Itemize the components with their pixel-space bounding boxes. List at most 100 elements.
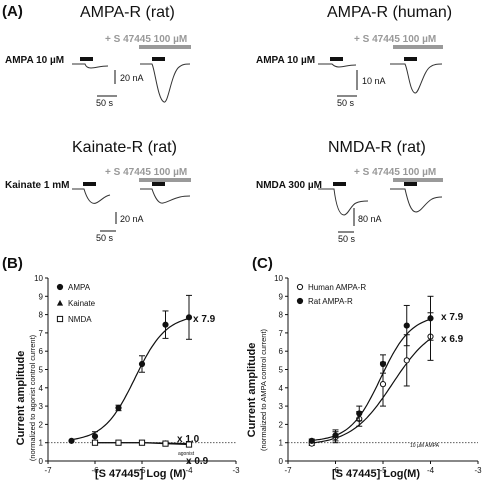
agonist-bar bbox=[83, 182, 96, 186]
data-point bbox=[296, 297, 304, 305]
y-tick-label: 3 bbox=[39, 402, 44, 411]
agonist-bar bbox=[80, 57, 93, 61]
data-point bbox=[185, 314, 193, 321]
y-tick-label: 10 bbox=[274, 274, 283, 283]
modulator-bar bbox=[139, 45, 191, 49]
panel-b-ylabel-sub: (normalized to agonist control current) bbox=[28, 334, 37, 461]
y-tick-label: 0 bbox=[279, 457, 284, 466]
agonist-label: Kainate 1 mM bbox=[5, 180, 69, 191]
y-tick-label: 4 bbox=[279, 384, 284, 393]
control-trace bbox=[72, 63, 109, 69]
panel-a-label: (A) bbox=[2, 3, 23, 20]
trace-block-kainate-rat: Kainate-R (rat) + S 47445 100 µM Kainate… bbox=[5, 139, 191, 243]
block-title: NMDA-R (rat) bbox=[328, 139, 426, 156]
x-tick-label: -7 bbox=[284, 466, 292, 475]
legend-label: AMPA bbox=[68, 283, 91, 292]
agonist-bar bbox=[330, 57, 343, 61]
y-tick-label: 8 bbox=[279, 311, 284, 320]
data-point bbox=[403, 357, 410, 364]
agonist-bar bbox=[404, 182, 417, 186]
y-tick-label: 1 bbox=[39, 439, 44, 448]
trace-block-nmda-rat: NMDA-R (rat) + S 47445 100 µM NMDA 300 µ… bbox=[256, 139, 443, 244]
panel-b-label: (B) bbox=[2, 255, 23, 272]
panel-b-baseline-label: agonist bbox=[178, 451, 195, 457]
data-point bbox=[379, 360, 387, 368]
block-title: AMPA-R (rat) bbox=[80, 4, 175, 21]
data-point bbox=[296, 283, 304, 291]
agonist-bar bbox=[152, 57, 165, 61]
panel-c-baseline-label: 10 µM AMPA bbox=[410, 443, 440, 449]
data-point bbox=[403, 322, 410, 329]
control-trace bbox=[318, 63, 357, 68]
panel-c-label: (C) bbox=[252, 255, 273, 272]
y-tick-label: 5 bbox=[279, 366, 284, 375]
y-tick-label: 2 bbox=[39, 420, 44, 429]
scale-current: 10 nA bbox=[362, 76, 386, 86]
agonist-bar bbox=[333, 182, 346, 186]
y-tick-label: 8 bbox=[39, 311, 44, 320]
fit-curve bbox=[311, 318, 431, 441]
y-tick-label: 0 bbox=[39, 457, 44, 466]
modulator-bar bbox=[393, 45, 443, 49]
y-tick-label: 9 bbox=[279, 292, 284, 301]
x-tick-label: -3 bbox=[232, 466, 240, 475]
agonist-label: NMDA 300 µM bbox=[256, 180, 322, 191]
data-point bbox=[91, 433, 99, 440]
agonist-bar bbox=[404, 57, 417, 61]
y-tick-label: 5 bbox=[39, 366, 44, 375]
panel-b-plot: 0 1 2 3 4 5 6 7 8 9 10 -7 -6 -5 -4 -3 AMPA Kainate NMDA bbox=[34, 274, 240, 475]
data-point bbox=[332, 432, 339, 439]
scale-time: 50 s bbox=[337, 98, 355, 108]
panel-b-fold-nmda: x 0.9 bbox=[186, 456, 209, 467]
modulator-label: + S 47445 100 µM bbox=[354, 167, 436, 178]
scale-current: 20 nA bbox=[120, 73, 144, 83]
x-tick-label: -4 bbox=[427, 466, 435, 475]
x-tick-label: -7 bbox=[44, 466, 52, 475]
block-title: Kainate-R (rat) bbox=[72, 139, 177, 156]
y-tick-label: 1 bbox=[279, 439, 284, 448]
data-point bbox=[138, 360, 146, 368]
block-title: AMPA-R (human) bbox=[327, 4, 452, 21]
scale-time: 50 s bbox=[96, 233, 114, 243]
y-tick-label: 3 bbox=[279, 402, 284, 411]
x-tick-label: -5 bbox=[138, 466, 146, 475]
data-point bbox=[379, 381, 387, 388]
legend-label: Kainate bbox=[68, 299, 96, 308]
agonist-bar bbox=[152, 182, 165, 186]
control-trace bbox=[318, 188, 369, 216]
data-point bbox=[115, 439, 122, 446]
panel-c-ylabel-sub: (normalized to AMPA control current) bbox=[259, 329, 268, 451]
data-point bbox=[68, 437, 75, 444]
scale-current: 80 nA bbox=[358, 214, 382, 224]
panel-c-xlabel: [S 47445] Log(M) bbox=[332, 468, 420, 480]
data-point bbox=[162, 321, 169, 328]
agonist-label: AMPA 10 µM bbox=[256, 55, 315, 66]
panel-b-ylabel: Current amplitude bbox=[15, 351, 27, 446]
x-tick-label: -6 bbox=[332, 466, 340, 475]
data-point bbox=[356, 410, 363, 417]
y-tick-label: 2 bbox=[279, 420, 284, 429]
modulator-bar bbox=[393, 178, 443, 182]
scale-time: 50 s bbox=[338, 234, 356, 244]
y-tick-label: 10 bbox=[34, 274, 43, 283]
panel-c-plot: 0 1 2 3 4 5 6 7 8 9 10 -7 -6 -5 -4 -3 Human AMPA-R Rat AM… bbox=[274, 274, 482, 475]
panel-b-fold-ampa: x 7.9 bbox=[193, 314, 216, 325]
x-tick-label: -6 bbox=[91, 466, 99, 475]
y-tick-label: 7 bbox=[39, 329, 44, 338]
fit-curve bbox=[71, 317, 190, 441]
modulated-trace bbox=[140, 188, 191, 204]
panel-c-fold-rat: x 7.9 bbox=[441, 312, 464, 323]
modulator-label: + S 47445 100 µM bbox=[105, 167, 187, 178]
agonist-label: AMPA 10 µM bbox=[5, 55, 64, 66]
data-point bbox=[308, 437, 315, 444]
y-tick-label: 4 bbox=[39, 384, 44, 393]
legend-label: Human AMPA-R bbox=[308, 283, 366, 292]
data-point bbox=[56, 283, 64, 291]
panel-c-ylabel: Current amplitude bbox=[246, 343, 258, 438]
legend-label: NMDA bbox=[68, 315, 92, 324]
modulator-bar bbox=[139, 178, 191, 182]
modulated-trace bbox=[390, 63, 443, 94]
modulator-label: + S 47445 100 µM bbox=[105, 34, 187, 45]
data-point bbox=[138, 439, 146, 446]
